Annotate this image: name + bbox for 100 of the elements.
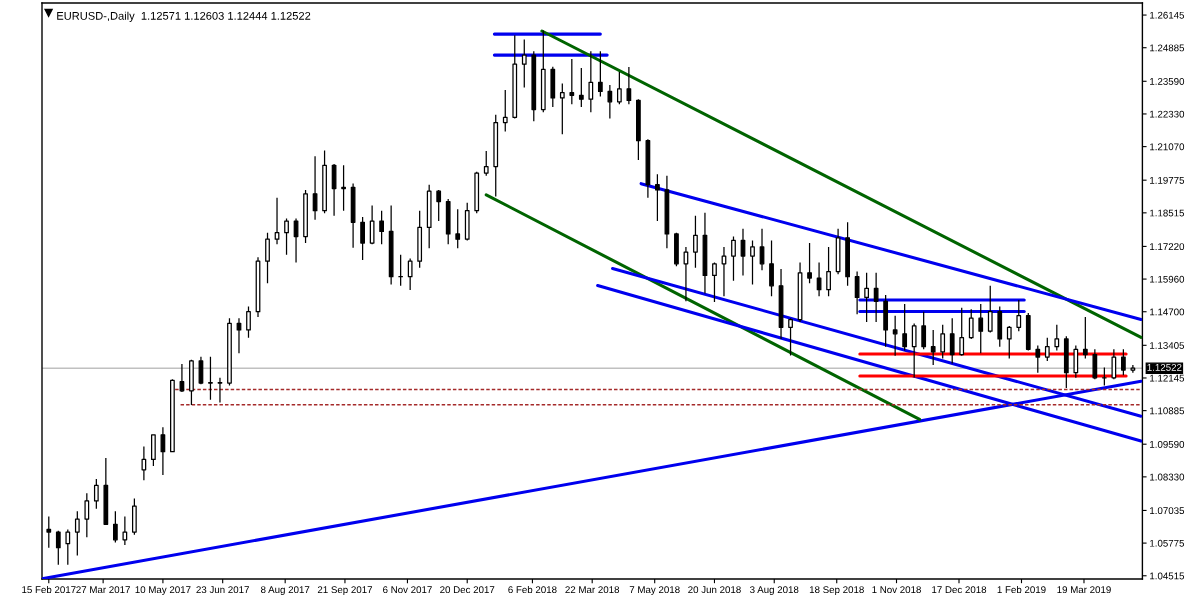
candlestick xyxy=(702,212,708,295)
candlestick xyxy=(635,98,641,161)
candlestick xyxy=(1082,316,1088,360)
candlestick xyxy=(1054,324,1060,352)
y-tick-label: 1.10885 xyxy=(1150,407,1185,415)
candlestick xyxy=(940,324,946,360)
y-tick-label: 1.22330 xyxy=(1150,110,1185,118)
candlestick xyxy=(807,242,812,284)
candlestick xyxy=(674,232,679,267)
y-tick-label: 1.07035 xyxy=(1150,507,1185,515)
candlestick xyxy=(826,246,831,297)
candlestick xyxy=(655,173,660,222)
candlestick xyxy=(483,150,489,177)
candlestick xyxy=(170,378,175,453)
candlestick xyxy=(122,515,128,546)
x-tick-label: 27 Mar 2017 xyxy=(76,586,130,594)
y-tick-label: 1.13405 xyxy=(1150,342,1185,349)
candlestick xyxy=(312,155,318,221)
candlestick xyxy=(1006,325,1012,360)
x-tick-label: 10 May 2017 xyxy=(135,586,191,596)
candlestick xyxy=(873,272,879,323)
candlestick xyxy=(398,254,404,287)
candlestick xyxy=(845,221,850,287)
candlestick xyxy=(693,215,698,269)
candlestick xyxy=(1025,312,1031,352)
candlestick xyxy=(978,303,984,354)
candlestick xyxy=(1044,337,1050,362)
candlestick xyxy=(626,66,632,105)
candlestick xyxy=(84,492,90,538)
candlestick xyxy=(835,228,841,275)
candlestick xyxy=(436,189,442,222)
candlestick xyxy=(445,198,451,245)
candlestick xyxy=(141,445,147,481)
y-tick-label: 1.09590 xyxy=(1150,440,1185,448)
candlestick xyxy=(1101,366,1107,387)
candlestick xyxy=(559,82,565,135)
text: EURUSD-,Daily 1.12571 1.12603 1.12444 1.12522 xyxy=(57,11,311,22)
candlestick xyxy=(55,530,61,566)
candlestick xyxy=(550,66,556,108)
x-tick-label: 20 Dec 2017 xyxy=(440,586,495,594)
candlestick xyxy=(426,184,432,249)
y-tick-label: 1.15960 xyxy=(1150,275,1185,283)
candlestick xyxy=(902,303,908,352)
candlestick xyxy=(1073,344,1079,379)
candlestick xyxy=(151,434,156,467)
candlestick xyxy=(303,189,308,244)
candlestick xyxy=(1016,299,1022,332)
candlestick xyxy=(417,210,423,269)
y-tick-label: 1.08330 xyxy=(1150,473,1185,481)
candlestick xyxy=(112,510,118,544)
candlestick xyxy=(968,308,974,340)
x-tick-label: 23 Jun 2017 xyxy=(196,586,249,594)
candlestick xyxy=(350,182,356,249)
candlestick xyxy=(540,29,546,113)
candlestick xyxy=(1092,348,1098,380)
candlestick xyxy=(531,50,537,122)
candlestick xyxy=(521,38,527,89)
candlestick xyxy=(93,478,99,510)
y-tick-label: 1.14700 xyxy=(1150,308,1185,316)
candlestick xyxy=(892,315,898,357)
x-tick-label: 18 Sep 2018 xyxy=(809,586,864,596)
y-tick-label: 1.24885 xyxy=(1150,44,1185,52)
candlestick xyxy=(407,257,413,291)
candlestick xyxy=(227,317,232,387)
candlestick xyxy=(493,114,499,198)
candlestick xyxy=(160,426,166,476)
x-tick-label: 21 Sep 2017 xyxy=(317,586,373,596)
candlestick xyxy=(246,305,251,339)
candlestick xyxy=(997,305,1003,348)
candlestick xyxy=(65,528,71,566)
candlestick xyxy=(217,377,223,404)
candlestick xyxy=(712,261,717,303)
candlestick xyxy=(797,261,803,323)
candlestick xyxy=(578,67,584,108)
y-tick-label: 1.21070 xyxy=(1150,143,1185,151)
candlestick xyxy=(46,515,52,549)
candlestick xyxy=(322,149,327,214)
candlestick xyxy=(731,235,736,282)
candlestick xyxy=(1111,348,1117,380)
y-tick-label: 1.18515 xyxy=(1150,209,1185,217)
candlestick xyxy=(360,216,366,261)
candlestick xyxy=(569,58,575,105)
candlestick xyxy=(208,356,213,401)
candlestick xyxy=(512,34,518,120)
y-tick-label: 1.26145 xyxy=(1150,11,1185,19)
candlestick xyxy=(959,307,965,357)
ref-line-label: 1.12522 xyxy=(1147,363,1182,371)
candlestick xyxy=(103,457,109,525)
candlestick xyxy=(750,239,755,286)
candlestick xyxy=(864,272,870,323)
x-tick-label: 1 Nov 2018 xyxy=(872,586,921,594)
x-tick-label: 20 Jun 2018 xyxy=(688,586,741,594)
candlestick xyxy=(911,322,917,379)
candlestick xyxy=(379,210,385,245)
y-tick-label: 1.19775 xyxy=(1150,176,1185,184)
candlestick xyxy=(131,497,137,536)
candlestick xyxy=(1063,335,1069,389)
candlestick xyxy=(274,197,280,245)
candlestick xyxy=(607,84,613,120)
x-tick-label: 17 Dec 2018 xyxy=(932,586,987,594)
